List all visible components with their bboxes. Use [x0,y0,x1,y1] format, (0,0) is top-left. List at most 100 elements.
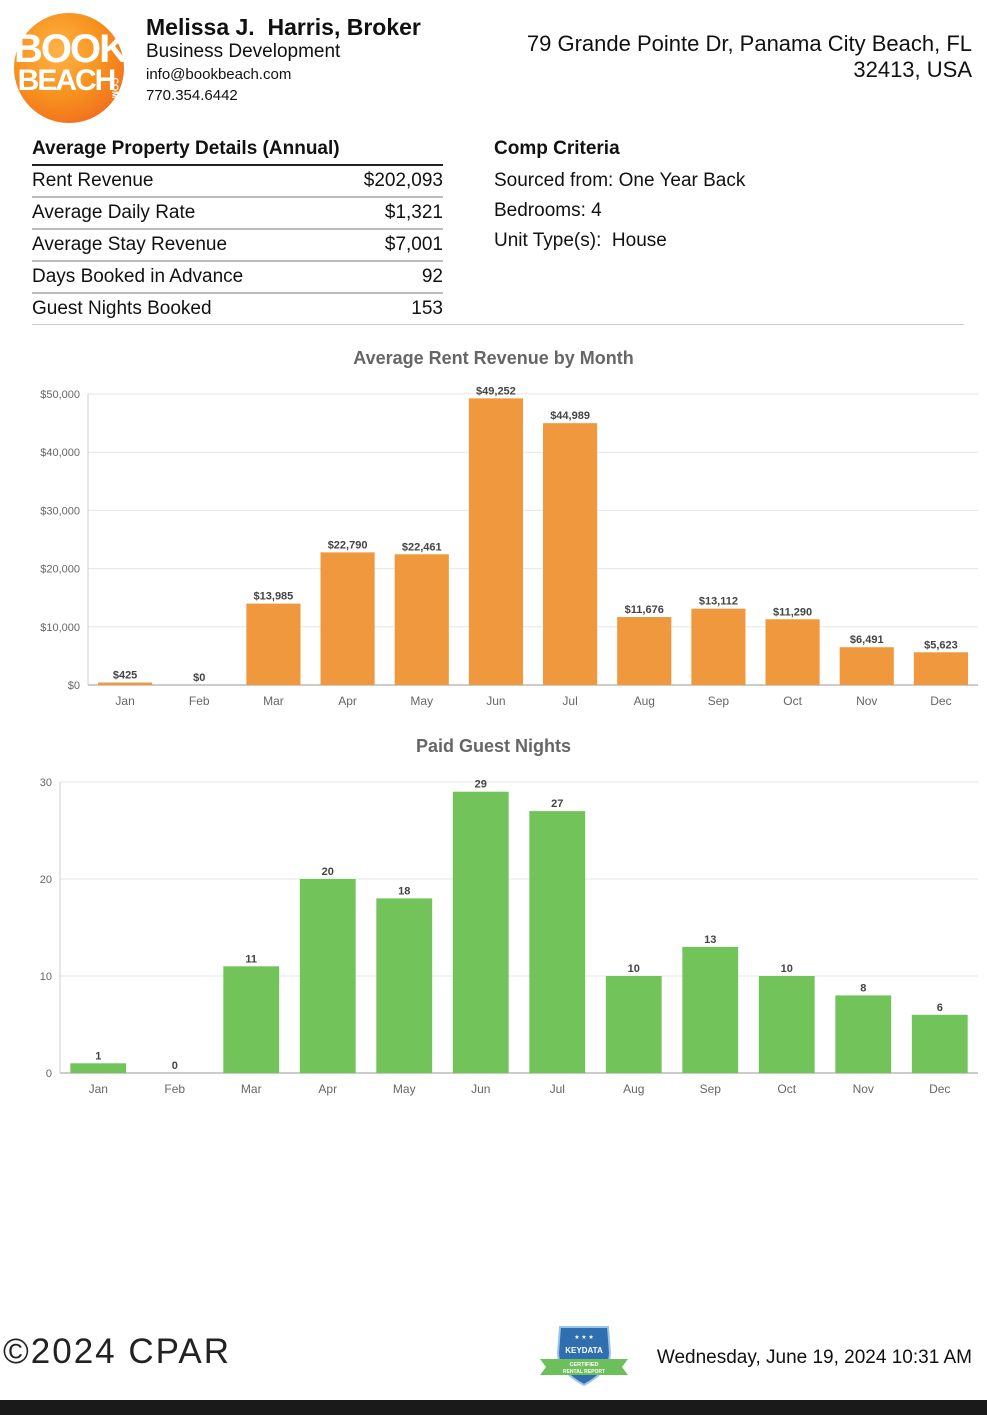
bar-value-label: $22,790 [328,539,368,551]
details-label: Guest Nights Booked [32,298,212,319]
bar-mar [246,603,301,685]
bar-nov [839,647,894,685]
y-tick-label: $0 [68,680,80,692]
revenue-bar-chart: $0 $10,000 $20,000 $30,000 $40,000 $50,000 $42… [40,385,978,708]
logo-text-beach: BEACH [17,64,117,97]
badge-certified-text: CERTIFIED [569,1362,598,1368]
details-label: Rent Revenue [32,170,154,191]
bar-value-label: $49,252 [476,385,516,397]
details-value: $1,321 [384,202,443,223]
y-tick-label: $10,000 [40,622,80,634]
bar-apr [320,552,375,685]
bar-jun [452,791,509,1073]
bar-dec [913,652,968,685]
keydata-certified-badge: ★ ★ ★ KEYDATA CERTIFIED RENTAL REPORT [540,1326,628,1387]
bottom-bar [0,1400,987,1415]
badge-keydata-text: KEYDATA [565,1346,603,1355]
bar-value-label: $6,491 [850,634,884,646]
details-label: Days Booked in Advance [32,266,244,287]
bar-value-label: 8 [860,982,866,994]
bar-oct [765,619,820,685]
x-tick-label: Oct [783,694,802,708]
agent-role: Business Development [146,41,341,62]
details-value: $7,001 [384,234,443,255]
details-row: Average Stay Revenue $7,001 [32,230,443,262]
details-value: 92 [421,266,443,287]
y-tick-label: $20,000 [40,564,80,576]
details-row: Guest Nights Booked 153 [32,294,443,324]
x-tick-label: Sep [700,1082,722,1096]
bar-jul [529,811,586,1073]
details-row: Rent Revenue $202,093 [32,166,443,198]
x-tick-label: Mar [263,694,284,708]
bar-sep [682,946,739,1073]
details-label: Average Stay Revenue [32,234,228,255]
x-tick-label: May [393,1082,416,1096]
address-line-2: 32413, USA [853,57,972,82]
bar-value-label: $22,461 [402,541,442,553]
x-tick-label: Dec [930,694,951,708]
bar-value-label: $13,985 [254,591,294,603]
x-tick-label: Apr [318,1082,337,1096]
section-divider [32,324,964,325]
bar-value-label: $13,112 [699,596,738,608]
details-label: Average Daily Rate [32,202,196,223]
comp-criteria-bedrooms: Bedrooms: 4 [494,200,602,221]
x-tick-label: Aug [623,1082,644,1096]
x-tick-label: Jan [115,694,134,708]
property-address: 79 Grande Pointe Dr, Panama City Beach, … [452,31,972,83]
bar-value-label: 27 [551,798,563,810]
x-tick-label: Oct [777,1082,796,1096]
bar-aug [617,617,672,685]
bar-value-label: 6 [937,1002,943,1014]
logo-text-book: BOOK [14,27,128,71]
y-tick-label: 30 [40,777,52,789]
bar-jul [543,423,598,685]
x-tick-label: Apr [338,694,357,708]
property-details-table: Average Property Details (Annual) Rent R… [32,138,443,324]
x-tick-label: Sep [708,694,730,708]
x-tick-label: Jul [562,694,577,708]
y-tick-label: $50,000 [40,389,80,401]
x-tick-label: Jan [89,1082,108,1096]
svg-text:★ ★ ★: ★ ★ ★ [574,1334,593,1341]
details-row: Average Daily Rate $1,321 [32,198,443,230]
x-tick-label: May [410,694,433,708]
bar-value-label: $0 [193,672,205,684]
bar-aug [605,976,662,1073]
bar-value-label: 11 [245,953,257,965]
bar-jun [468,398,523,685]
x-tick-label: Jul [550,1082,565,1096]
bar-nov [835,995,892,1073]
bar-may [376,898,433,1073]
bar-dec [911,1014,968,1073]
logo-text-com: .COM [110,75,120,99]
bar-sep [691,608,746,685]
y-tick-label: 20 [40,874,52,886]
bar-oct [758,976,815,1073]
comp-criteria: Comp Criteria Sourced from: One Year Bac… [494,138,894,256]
details-value: $202,093 [363,170,443,191]
y-tick-label: $40,000 [40,447,80,459]
property-details-title: Average Property Details (Annual) [32,138,443,166]
address-line-1: 79 Grande Pointe Dr, Panama City Beach, … [526,31,972,56]
details-row: Days Booked in Advance 92 [32,262,443,294]
badge-rental-report-text: RENTAL REPORT [563,1369,605,1375]
x-tick-label: Jun [471,1082,490,1096]
agent-phone[interactable]: 770.354.6442 [146,87,238,104]
x-tick-label: Nov [853,1082,874,1096]
details-value: 153 [411,298,443,319]
bar-value-label: 13 [704,934,716,946]
x-tick-label: Aug [634,694,655,708]
bar-jan [98,682,153,685]
bar-value-label: 0 [172,1060,178,1072]
bar-value-label: 20 [322,866,334,878]
guest-nights-bar-chart: 0 10 20 30 1 Jan 0 Feb 11 Mar 20 Apr 18 May 29 Jun 27 Jul… [40,777,978,1096]
bar-value-label: 29 [475,779,487,791]
y-tick-label: 10 [40,971,52,983]
bar-jan [70,1063,127,1073]
agent-email[interactable]: info@bookbeach.com [146,66,292,83]
bar-value-label: $5,623 [924,639,958,651]
comp-criteria-title: Comp Criteria [494,138,620,159]
x-tick-label: Feb [189,694,210,708]
